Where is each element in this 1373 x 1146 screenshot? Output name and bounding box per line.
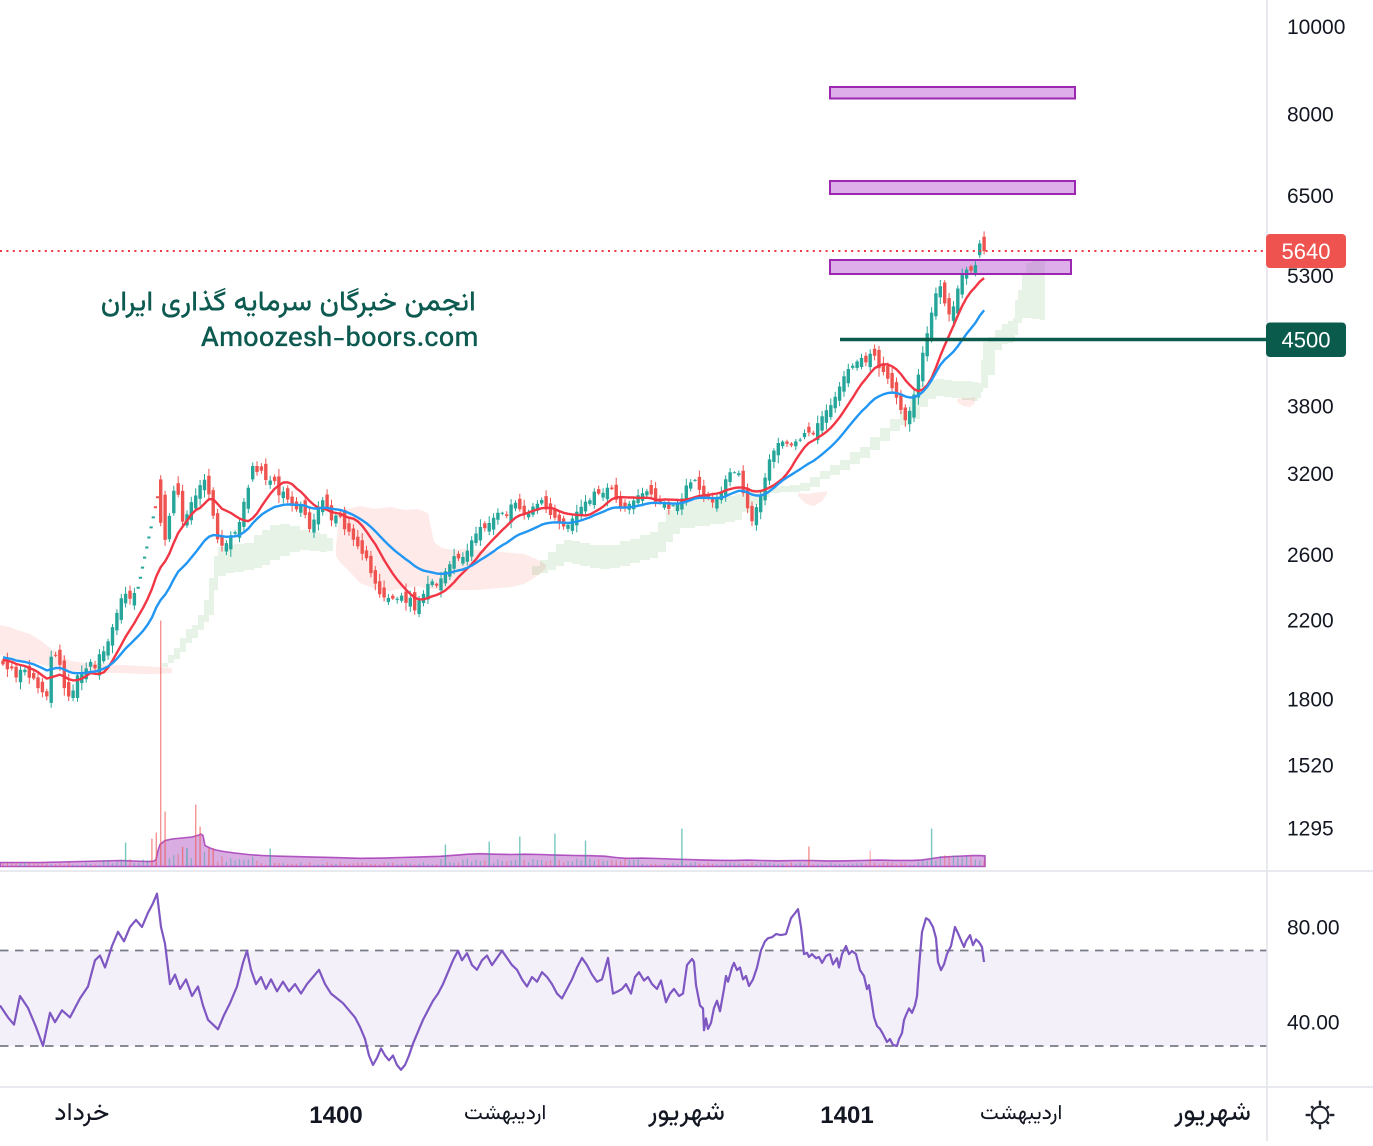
svg-text:10000: 10000 — [1287, 16, 1345, 39]
svg-text:1520: 1520 — [1287, 755, 1334, 778]
svg-text:2200: 2200 — [1287, 610, 1334, 633]
svg-text:1295: 1295 — [1287, 818, 1334, 841]
svg-text:2600: 2600 — [1287, 544, 1334, 567]
svg-text:4500: 4500 — [1282, 328, 1331, 353]
svg-text:5300: 5300 — [1287, 265, 1334, 288]
svg-text:6500: 6500 — [1287, 185, 1334, 208]
svg-text:80.00: 80.00 — [1287, 917, 1340, 940]
svg-text:3800: 3800 — [1287, 395, 1334, 418]
svg-text:8000: 8000 — [1287, 104, 1334, 127]
svg-text:1800: 1800 — [1287, 688, 1334, 711]
svg-text:3200: 3200 — [1287, 463, 1334, 486]
svg-text:5640: 5640 — [1282, 239, 1331, 264]
svg-text:40.00: 40.00 — [1287, 1012, 1340, 1035]
svg-text:1400: 1400 — [309, 1102, 362, 1129]
svg-text:1401: 1401 — [820, 1102, 873, 1129]
